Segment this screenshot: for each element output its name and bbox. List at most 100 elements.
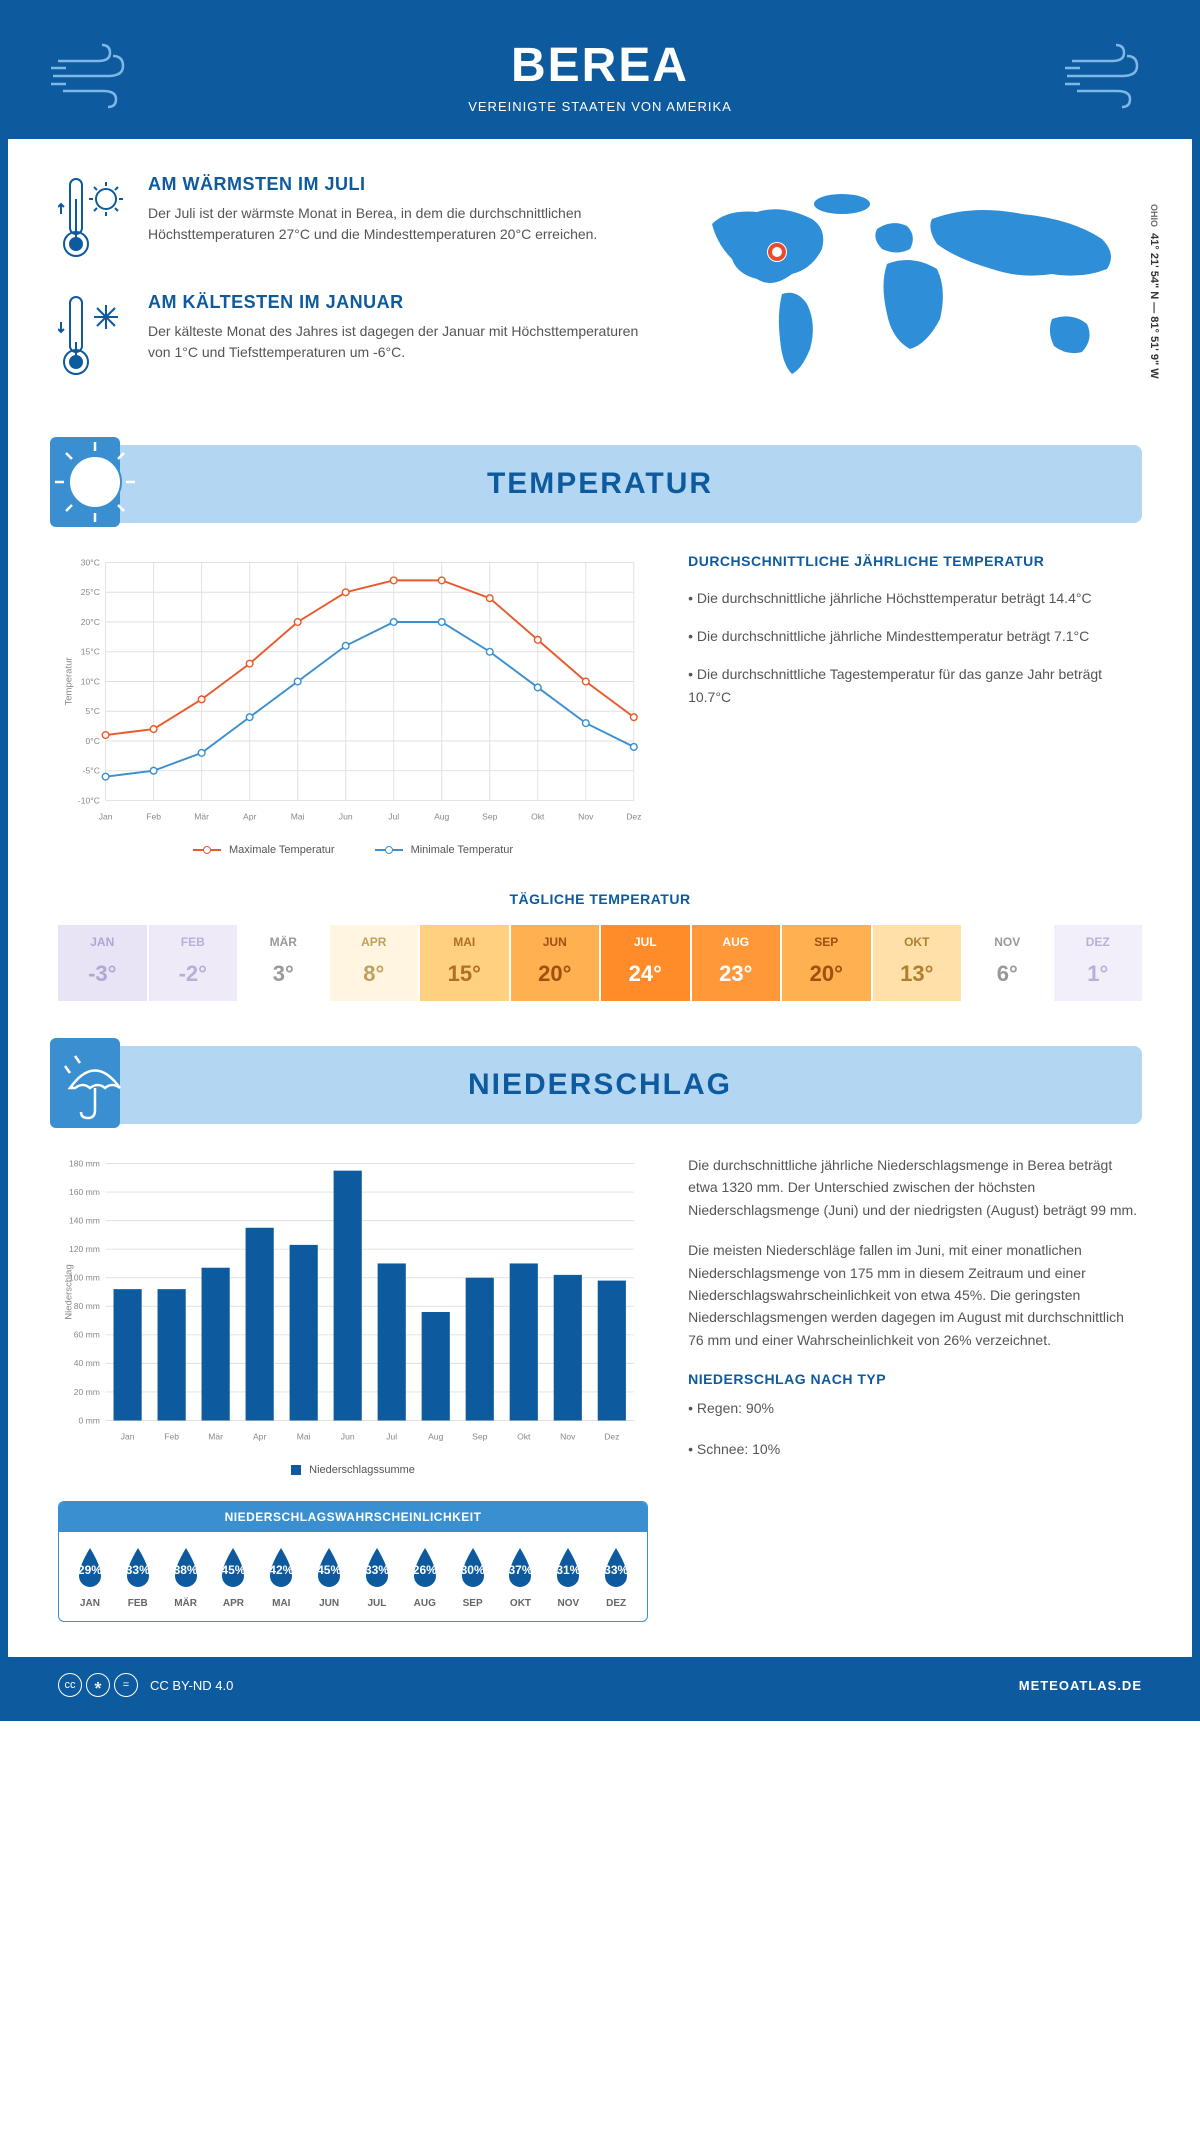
daily-cell: FEB-2° bbox=[149, 925, 238, 1001]
svg-text:Mär: Mär bbox=[194, 811, 209, 821]
facts: AM WÄRMSTEN IM JULI Der Juli ist der wär… bbox=[58, 174, 642, 410]
daily-cell: AUG23° bbox=[692, 925, 781, 1001]
prob-cell: 31%NOV bbox=[545, 1544, 591, 1609]
legend-min: .legend-item:nth-child(2) .legend-line::… bbox=[375, 844, 514, 856]
prob-cell: 37%OKT bbox=[498, 1544, 544, 1609]
daily-cell: APR8° bbox=[330, 925, 419, 1001]
license-text: CC BY-ND 4.0 bbox=[150, 1678, 233, 1693]
svg-text:Jul: Jul bbox=[388, 811, 399, 821]
precip-snow: • Schnee: 10% bbox=[688, 1438, 1142, 1460]
svg-text:Feb: Feb bbox=[146, 811, 161, 821]
daily-cell: OKT13° bbox=[873, 925, 962, 1001]
coordinates: OHIO 41° 21' 54" N — 81° 51' 9" W bbox=[1148, 204, 1160, 379]
prob-grid: 29%JAN33%FEB38%MÄR45%APR42%MAI45%JUN33%J… bbox=[59, 1532, 647, 1621]
daily-cell: MAI15° bbox=[420, 925, 509, 1001]
fact-warm-text: AM WÄRMSTEN IM JULI Der Juli ist der wär… bbox=[148, 174, 642, 264]
content: AM WÄRMSTEN IM JULI Der Juli ist der wär… bbox=[8, 139, 1192, 1657]
temp-info: DURCHSCHNITTLICHE JÄHRLICHE TEMPERATUR •… bbox=[688, 553, 1142, 856]
svg-text:Feb: Feb bbox=[164, 1432, 179, 1442]
svg-text:Jan: Jan bbox=[121, 1432, 135, 1442]
fact-cold-title: AM KÄLTESTEN IM JANUAR bbox=[148, 292, 642, 313]
umbrella-icon bbox=[50, 1038, 140, 1128]
legend-precip: Niederschlagssumme bbox=[291, 1464, 415, 1476]
svg-text:Aug: Aug bbox=[434, 811, 449, 821]
svg-text:20°C: 20°C bbox=[81, 617, 100, 627]
fact-warm-title: AM WÄRMSTEN IM JULI bbox=[148, 174, 642, 195]
prob-cell: 42%MAI bbox=[258, 1544, 304, 1609]
section-header-temp: TEMPERATUR bbox=[58, 445, 1142, 523]
probability-box: NIEDERSCHLAGSWAHRSCHEINLICHKEIT 29%JAN33… bbox=[58, 1501, 648, 1622]
svg-text:Temperatur: Temperatur bbox=[63, 657, 74, 705]
daily-cell: NOV6° bbox=[963, 925, 1052, 1001]
svg-text:40 mm: 40 mm bbox=[74, 1358, 100, 1368]
temp-info-title: DURCHSCHNITTLICHE JÄHRLICHE TEMPERATUR bbox=[688, 553, 1142, 569]
precip-legend: Niederschlagssumme bbox=[58, 1464, 648, 1476]
prob-cell: 29%JAN bbox=[67, 1544, 113, 1609]
daily-cell: JAN-3° bbox=[58, 925, 147, 1001]
precip-bar-chart: 0 mm20 mm40 mm60 mm80 mm100 mm120 mm140 … bbox=[58, 1154, 648, 1449]
fact-cold-text: AM KÄLTESTEN IM JANUAR Der kälteste Mona… bbox=[148, 292, 642, 382]
daily-cell: MÄR3° bbox=[239, 925, 328, 1001]
svg-text:Sep: Sep bbox=[472, 1432, 487, 1442]
svg-text:10°C: 10°C bbox=[81, 676, 100, 686]
country-name: VEREINIGTE STAATEN VON AMERIKA bbox=[138, 99, 1062, 114]
temp-bullet-2: • Die durchschnittliche Tagestemperatur … bbox=[688, 663, 1142, 711]
cc-icons: cc 🞲 = bbox=[58, 1673, 138, 1697]
daily-temp-grid: JAN-3°FEB-2°MÄR3°APR8°MAI15°JUN20°JUL24°… bbox=[58, 925, 1142, 1001]
svg-text:-10°C: -10°C bbox=[78, 795, 100, 805]
prob-cell: 33%JUL bbox=[354, 1544, 400, 1609]
svg-text:0 mm: 0 mm bbox=[79, 1415, 100, 1425]
prob-cell: 38%MÄR bbox=[163, 1544, 209, 1609]
fact-warm: AM WÄRMSTEN IM JULI Der Juli ist der wär… bbox=[58, 174, 642, 264]
prob-cell: 45%JUN bbox=[306, 1544, 352, 1609]
svg-text:Nov: Nov bbox=[560, 1432, 576, 1442]
svg-text:-5°C: -5°C bbox=[83, 766, 100, 776]
cc-icon: cc bbox=[58, 1673, 82, 1697]
state: OHIO bbox=[1149, 204, 1159, 227]
svg-text:Niederschlag: Niederschlag bbox=[63, 1264, 74, 1319]
section-header-precip: NIEDERSCHLAG bbox=[58, 1046, 1142, 1124]
svg-text:Okt: Okt bbox=[517, 1432, 531, 1442]
svg-text:Aug: Aug bbox=[428, 1432, 443, 1442]
svg-text:140 mm: 140 mm bbox=[69, 1215, 100, 1225]
svg-text:30°C: 30°C bbox=[81, 557, 100, 567]
svg-text:Mär: Mär bbox=[208, 1432, 223, 1442]
daily-cell: JUN20° bbox=[511, 925, 600, 1001]
fact-cold: AM KÄLTESTEN IM JANUAR Der kälteste Mona… bbox=[58, 292, 642, 382]
svg-text:120 mm: 120 mm bbox=[69, 1244, 100, 1254]
thermometer-snow-icon bbox=[58, 292, 128, 382]
fact-cold-desc: Der kälteste Monat des Jahres ist dagege… bbox=[148, 321, 642, 363]
svg-text:20 mm: 20 mm bbox=[74, 1387, 100, 1397]
fact-warm-desc: Der Juli ist der wärmste Monat in Berea,… bbox=[148, 203, 642, 245]
svg-text:Sep: Sep bbox=[482, 811, 497, 821]
daily-temp-title: TÄGLICHE TEMPERATUR bbox=[58, 891, 1142, 907]
prob-title: NIEDERSCHLAGSWAHRSCHEINLICHKEIT bbox=[59, 1502, 647, 1532]
top-section: AM WÄRMSTEN IM JULI Der Juli ist der wär… bbox=[58, 174, 1142, 410]
legend-max: .legend-item:nth-child(1) .legend-line::… bbox=[193, 844, 335, 856]
temp-section: -10°C-5°C0°C5°C10°C15°C20°C25°C30°CJanFe… bbox=[58, 553, 1142, 856]
prob-cell: 45%APR bbox=[211, 1544, 257, 1609]
temp-legend: .legend-item:nth-child(1) .legend-line::… bbox=[58, 844, 648, 856]
svg-text:Apr: Apr bbox=[243, 811, 256, 821]
precip-right: Die durchschnittliche jährliche Niedersc… bbox=[688, 1154, 1142, 1622]
svg-text:60 mm: 60 mm bbox=[74, 1330, 100, 1340]
svg-text:Jul: Jul bbox=[386, 1432, 397, 1442]
svg-text:Dez: Dez bbox=[604, 1432, 619, 1442]
prob-cell: 26%AUG bbox=[402, 1544, 448, 1609]
precip-title: NIEDERSCHLAG bbox=[88, 1068, 1112, 1102]
svg-text:180 mm: 180 mm bbox=[69, 1158, 100, 1168]
prob-cell: 33%FEB bbox=[115, 1544, 161, 1609]
nd-icon: = bbox=[114, 1673, 138, 1697]
page: BEREA VEREINIGTE STAATEN VON AMERIKA bbox=[0, 0, 1200, 1721]
temp-title: TEMPERATUR bbox=[88, 467, 1112, 501]
daily-cell: JUL24° bbox=[601, 925, 690, 1001]
temp-bullet-0: • Die durchschnittliche jährliche Höchst… bbox=[688, 587, 1142, 611]
wind-icon-left bbox=[48, 41, 138, 111]
precip-text-2: Die meisten Niederschläge fallen im Juni… bbox=[688, 1239, 1142, 1351]
daily-cell: SEP20° bbox=[782, 925, 871, 1001]
svg-text:Jun: Jun bbox=[339, 811, 353, 821]
svg-text:15°C: 15°C bbox=[81, 647, 100, 657]
precip-section: 0 mm20 mm40 mm60 mm80 mm100 mm120 mm140 … bbox=[58, 1154, 1142, 1622]
by-icon: 🞲 bbox=[86, 1673, 110, 1697]
svg-text:Mai: Mai bbox=[291, 811, 305, 821]
